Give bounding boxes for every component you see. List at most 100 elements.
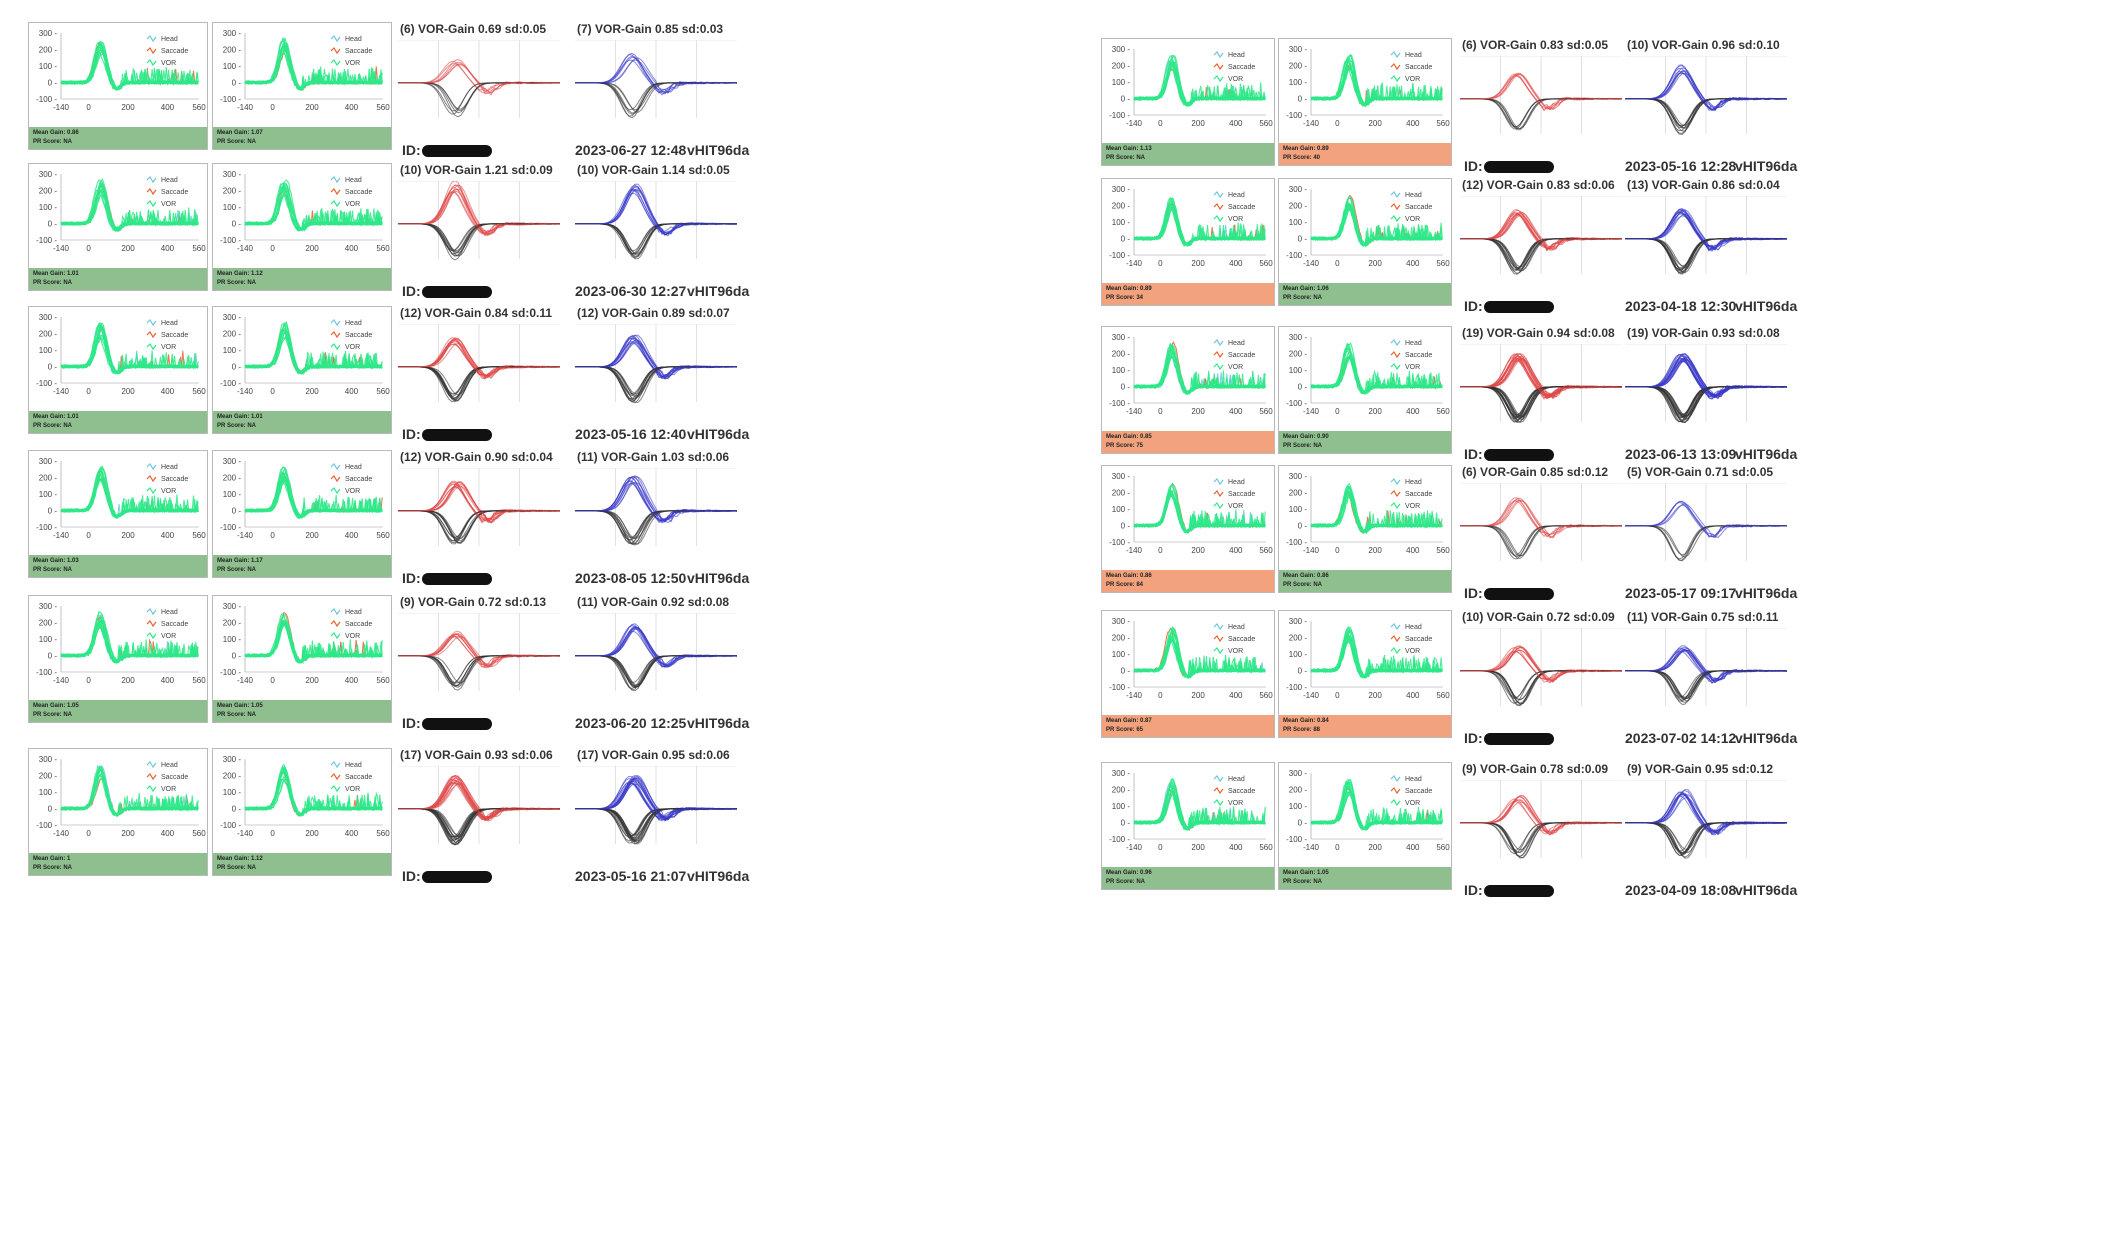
left-lateral-panel: 300 - 200 - 100 - 0 - -100 - -140 0 200 400 560 He… xyxy=(1101,38,1275,166)
x-tick-label: 400 xyxy=(1406,843,1420,852)
pr-score-label: PR Score: NA xyxy=(33,712,73,718)
legend-label: VOR xyxy=(161,201,176,208)
redacted-id-mark xyxy=(421,871,492,884)
legend-label: Head xyxy=(345,320,362,327)
pr-score-label: PR Score: NA xyxy=(1283,295,1323,301)
legend-label: VOR xyxy=(345,633,360,640)
x-tick-label: 400 xyxy=(1406,259,1420,268)
id-prefix: ID: xyxy=(402,570,421,586)
x-tick-label: 560 xyxy=(376,103,390,112)
test-row: 300 -200 -100 -0 - -100 - -140 0 200 400 560 He… xyxy=(10,163,1050,303)
x-tick-label: -140 xyxy=(237,244,254,253)
vor-gain-title: (12) VOR-Gain 0.89 sd:0.07 xyxy=(577,306,730,320)
legend-label: VOR xyxy=(1405,800,1420,807)
pr-score-label: PR Score: NA xyxy=(33,280,73,286)
velocity-trace xyxy=(1310,491,1443,534)
x-tick-label: 400 xyxy=(345,387,359,396)
legend-label: Saccade xyxy=(1228,636,1255,643)
y-tick-label: 100 - xyxy=(223,346,242,355)
eye-velocity-trace xyxy=(398,483,560,523)
eye-velocity-trace xyxy=(398,775,560,821)
x-tick-label: 560 xyxy=(1259,407,1273,416)
legend-label: VOR xyxy=(161,633,176,640)
legend-label: Saccade xyxy=(161,48,188,55)
right-lateral-panel: 300 - 200 - 100 - 0 - -100 - -140 0 200 400 560 He… xyxy=(1278,610,1452,738)
patient-id: ID: xyxy=(1464,882,1554,898)
x-tick-label: -140 xyxy=(1126,843,1143,852)
y-tick-label: 100 - xyxy=(1112,802,1131,811)
legend-swatch xyxy=(1390,215,1401,223)
test-date: 2023-05-16 21:07 xyxy=(575,868,687,884)
gain-footer: Mean Gain: 1.01 PR Score: NA xyxy=(29,268,207,290)
x-tick-label: 560 xyxy=(376,676,390,685)
test-row: 300 -200 -100 -0 - -100 - -140 0 200 400 560 He… xyxy=(10,748,1050,888)
gain-footer: Mean Gain: 1.05 PR Score: NA xyxy=(1279,867,1451,889)
legend-swatch xyxy=(146,319,157,327)
mean-gain-label: Mean Gain: 1.05 xyxy=(33,703,79,709)
legend-label: Head xyxy=(1405,52,1422,59)
y-tick-label: -100 - xyxy=(1286,111,1307,120)
test-row: 300 -200 -100 -0 - -100 - -140 0 200 400 560 He… xyxy=(1085,326,2116,466)
pr-score-label: PR Score: NA xyxy=(1283,582,1323,588)
x-tick-label: 400 xyxy=(1229,259,1243,268)
legend-swatch xyxy=(146,176,157,184)
legend-label: VOR xyxy=(345,201,360,208)
vor-overlay-plot xyxy=(1625,196,1787,275)
x-tick-label: 200 xyxy=(121,531,135,540)
y-tick-label: -100 - xyxy=(1109,399,1130,408)
redacted-id-mark xyxy=(1483,588,1554,601)
left-lateral-panel: 300 - 200 - 100 - 0 - -100 - -140 0 200 400 560 He… xyxy=(1101,762,1275,890)
patient-id: ID: xyxy=(1464,585,1554,601)
left-vor-gain-chart: (10) VOR-Gain 0.72 sd:0.09 xyxy=(1460,610,1622,728)
y-tick-label: 300 - xyxy=(1289,45,1308,54)
velocity-trace xyxy=(1133,60,1266,106)
y-tick-label: 100 - xyxy=(39,635,58,644)
test-date: 2023-05-16 12:28 xyxy=(1625,158,1737,174)
legend-label: Saccade xyxy=(1228,788,1255,795)
y-tick-label: 0 - xyxy=(232,652,242,661)
gain-footer: Mean Gain: 1.17 PR Score: NA xyxy=(213,555,391,577)
pr-score-label: PR Score: NA xyxy=(217,865,257,871)
x-tick-label: 0 xyxy=(1158,691,1163,700)
legend-swatch xyxy=(146,773,157,781)
redacted-id-mark xyxy=(1483,301,1554,314)
vor-overlay-plot xyxy=(575,40,737,119)
x-tick-label: 200 xyxy=(305,387,319,396)
y-tick-label: 200 - xyxy=(1289,62,1308,71)
legend-label: Head xyxy=(1405,192,1422,199)
y-tick-label: 300 - xyxy=(1289,185,1308,194)
legend-swatch xyxy=(1390,203,1401,211)
velocity-trace-plot: 300 - 200 - 100 - 0 - -100 --140 0 200 400 560 He… xyxy=(220,755,390,838)
vor-overlay-plot xyxy=(575,766,737,845)
x-tick-label: 560 xyxy=(192,531,206,540)
y-tick-label: 0 - xyxy=(1298,522,1308,531)
legend-label: VOR xyxy=(1228,216,1243,223)
pr-score-label: PR Score: NA xyxy=(1283,443,1323,449)
vor-gain-title: (12) VOR-Gain 0.90 sd:0.04 xyxy=(400,450,553,464)
x-tick-label: 200 xyxy=(305,103,319,112)
x-tick-label: 400 xyxy=(161,676,175,685)
x-tick-label: -140 xyxy=(53,103,70,112)
y-tick-label: 100 - xyxy=(223,788,242,797)
x-tick-label: 560 xyxy=(1436,259,1450,268)
left-vor-gain-chart: (9) VOR-Gain 0.72 sd:0.13 xyxy=(398,595,560,713)
x-tick-label: 0 xyxy=(86,829,91,838)
legend-label: Head xyxy=(1405,340,1422,347)
legend-label: VOR xyxy=(1228,648,1243,655)
pr-score-label: PR Score: NA xyxy=(217,423,257,429)
legend-label: VOR xyxy=(345,344,360,351)
legend-swatch xyxy=(146,200,157,208)
patient-id: ID: xyxy=(402,570,492,586)
velocity-trace xyxy=(244,43,383,91)
y-tick-label: 0 - xyxy=(48,652,58,661)
pr-score-label: PR Score: NA xyxy=(33,567,73,573)
x-tick-label: 560 xyxy=(1259,546,1273,555)
y-tick-label: 0 - xyxy=(232,220,242,229)
velocity-trace-plot: 300 - 200 - 100 - 0 - -100 --140 0 200 400 560 He… xyxy=(220,170,390,253)
y-tick-label: -100 - xyxy=(220,236,241,245)
x-tick-label: -140 xyxy=(237,531,254,540)
y-tick-label: 300 - xyxy=(39,457,58,466)
legend-swatch xyxy=(1213,63,1224,71)
eye-velocity-trace xyxy=(1460,358,1622,399)
y-tick-label: 100 - xyxy=(1112,505,1131,514)
